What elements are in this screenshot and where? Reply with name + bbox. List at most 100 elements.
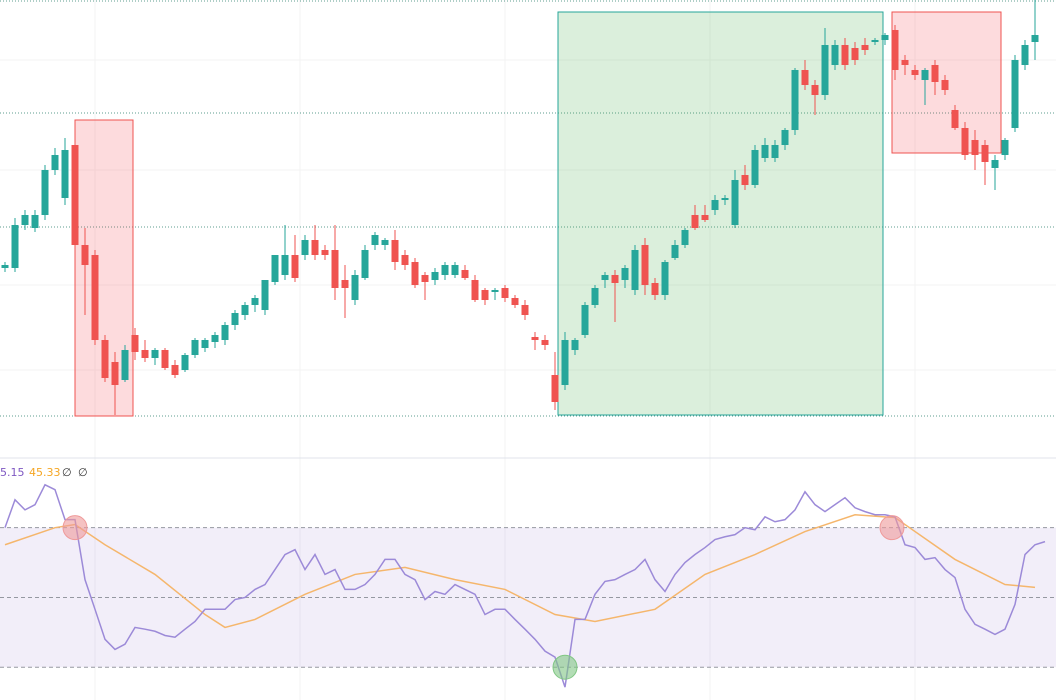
- candle-body: [961, 128, 969, 155]
- candle-body: [471, 280, 479, 300]
- candle-body: [131, 335, 139, 352]
- candle-body: [411, 262, 419, 285]
- candle-body: [941, 80, 949, 90]
- candle-body: [601, 275, 609, 280]
- candle-body: [651, 283, 659, 295]
- candle-body: [201, 340, 209, 348]
- candle-body: [501, 288, 509, 298]
- candle-body: [181, 355, 189, 370]
- candle-body: [191, 340, 199, 355]
- candle-body: [281, 255, 289, 275]
- candle-body: [351, 275, 359, 300]
- candle-body: [371, 235, 379, 245]
- candle-body: [41, 170, 49, 215]
- candle-body: [551, 375, 559, 402]
- candle-body: [561, 340, 569, 385]
- candle-body: [51, 155, 59, 170]
- candle-body: [911, 70, 919, 75]
- candle-body: [831, 45, 839, 65]
- rsi-line: [4, 483, 1046, 688]
- level-lines: [0, 0, 1056, 417]
- candle-body: [1031, 35, 1039, 42]
- candle-body: [971, 140, 979, 155]
- candle-body: [981, 145, 989, 162]
- candle-body: [741, 175, 749, 185]
- candle-body: [11, 225, 19, 268]
- legend-value: 45.33: [29, 466, 61, 479]
- candle-body: [641, 245, 649, 285]
- signal-marker: [879, 515, 905, 541]
- candle-body: [211, 335, 219, 342]
- candle-body: [891, 30, 899, 70]
- candle-body: [691, 215, 699, 228]
- candle-body: [491, 290, 499, 292]
- legend-value: 5.15: [0, 466, 25, 479]
- candle-body: [271, 255, 279, 282]
- candle-body: [111, 362, 119, 385]
- candle-body: [681, 230, 689, 245]
- candle-body: [511, 298, 519, 305]
- candle-body: [521, 305, 529, 315]
- candle-body: [251, 298, 259, 305]
- candle-body: [811, 85, 819, 95]
- candle-body: [71, 145, 79, 245]
- candle-body: [421, 275, 429, 282]
- candle-body: [791, 70, 799, 130]
- candle-body: [1011, 60, 1019, 128]
- candle-body: [611, 275, 619, 283]
- candle-body: [31, 215, 39, 228]
- candle-body: [881, 35, 889, 40]
- candle-body: [531, 337, 539, 340]
- candle-body: [81, 245, 89, 265]
- candle-body: [231, 313, 239, 325]
- candle-body: [721, 198, 729, 200]
- candle-body: [101, 340, 109, 378]
- highlight-box: [557, 11, 884, 416]
- candle-body: [571, 340, 579, 350]
- candle-body: [161, 350, 169, 368]
- signal-marker: [552, 654, 578, 680]
- candle-body: [291, 255, 299, 278]
- legend-value: ∅: [62, 466, 72, 479]
- rsi-line: [4, 514, 1036, 629]
- legend-value: ∅: [78, 466, 88, 479]
- candle-body: [391, 240, 399, 262]
- candle-body: [731, 180, 739, 225]
- candle-body: [61, 150, 69, 198]
- candle-body: [121, 350, 129, 380]
- candle-body: [261, 280, 269, 310]
- candle-body: [991, 160, 999, 168]
- candle-body: [451, 265, 459, 275]
- candle-body: [661, 262, 669, 295]
- candle-body: [361, 250, 369, 278]
- candle-body: [171, 365, 179, 375]
- candle-body: [951, 110, 959, 128]
- candle-body: [461, 270, 469, 278]
- candle-body: [771, 145, 779, 158]
- candle-body: [901, 60, 909, 65]
- candle-body: [21, 215, 29, 225]
- candle-body: [141, 350, 149, 358]
- candle-body: [241, 305, 249, 315]
- candle-body: [1021, 45, 1029, 65]
- candle-body: [871, 40, 879, 42]
- candle-body: [431, 272, 439, 280]
- candle-body: [701, 215, 709, 220]
- candle-body: [821, 45, 829, 95]
- candle-body: [581, 305, 589, 335]
- candle-body: [761, 145, 769, 158]
- candle-body: [341, 280, 349, 288]
- candle-body: [401, 255, 409, 265]
- candle-body: [311, 240, 319, 255]
- candle-body: [1, 265, 9, 268]
- candle-body: [851, 48, 859, 60]
- candle-body: [221, 325, 229, 340]
- candle-body: [91, 255, 99, 340]
- candle-body: [671, 245, 679, 258]
- candle-body: [751, 150, 759, 185]
- candle-body: [321, 250, 329, 255]
- candle-body: [631, 250, 639, 290]
- candle-body: [331, 250, 339, 288]
- candle-body: [591, 288, 599, 305]
